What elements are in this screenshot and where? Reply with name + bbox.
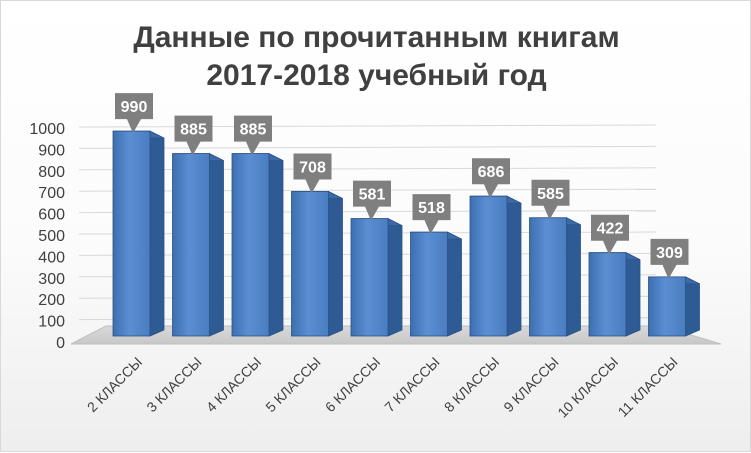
bar bbox=[588, 252, 641, 337]
bar-front bbox=[112, 130, 151, 337]
data-label-callout bbox=[591, 214, 629, 255]
gridline bbox=[78, 145, 657, 149]
data-label-callout bbox=[531, 179, 570, 220]
data-label-text: 422 bbox=[597, 221, 624, 238]
bar-front bbox=[648, 276, 686, 337]
y-tick-label: 400 bbox=[38, 249, 65, 266]
data-label: 708 bbox=[293, 153, 332, 194]
bar-front bbox=[291, 191, 329, 337]
data-label-text: 309 bbox=[656, 245, 683, 262]
y-tick-label: 700 bbox=[38, 185, 65, 202]
bar-front bbox=[410, 231, 448, 337]
x-category-label: 2 КЛАССЫ bbox=[84, 354, 145, 415]
bar-front bbox=[588, 252, 627, 337]
data-label-text: 708 bbox=[299, 159, 326, 176]
bar-side bbox=[387, 218, 403, 337]
data-label: 885 bbox=[234, 115, 272, 156]
data-label: 518 bbox=[412, 194, 451, 235]
y-tick-label: 0 bbox=[56, 335, 65, 352]
y-tick-label: 100 bbox=[38, 314, 65, 331]
data-label-callout bbox=[293, 153, 332, 194]
data-label-text: 885 bbox=[180, 122, 207, 139]
x-category-label: 9 КЛАССЫ bbox=[500, 354, 561, 415]
gridline bbox=[78, 124, 657, 128]
bar bbox=[291, 190, 343, 337]
data-label-text: 885 bbox=[240, 122, 267, 139]
x-category-label: 4 КЛАССЫ bbox=[203, 354, 264, 415]
data-label-text: 990 bbox=[121, 99, 148, 116]
bar-side bbox=[209, 152, 224, 337]
data-label: 686 bbox=[472, 158, 510, 199]
y-tick-label: 500 bbox=[38, 228, 65, 245]
data-label-callout bbox=[472, 158, 510, 199]
data-label-callout bbox=[234, 115, 272, 156]
y-tick-label: 300 bbox=[38, 271, 65, 288]
data-label: 422 bbox=[591, 214, 629, 255]
bar-side bbox=[328, 190, 343, 337]
chart-title-line-2: 2017-2018 учебный год bbox=[206, 59, 547, 92]
x-category-label: 7 КЛАССЫ bbox=[381, 354, 442, 415]
x-category-label: 8 КЛАССЫ bbox=[441, 354, 502, 415]
bar-side bbox=[625, 252, 641, 337]
data-label: 309 bbox=[650, 238, 689, 279]
chart-title: Данные по прочитанным книгам 2017-2018 у… bbox=[1, 19, 751, 95]
data-label: 885 bbox=[174, 115, 213, 156]
data-label-text: 585 bbox=[537, 186, 564, 203]
y-tick-label: 200 bbox=[38, 292, 65, 309]
data-label-text: 581 bbox=[359, 187, 386, 204]
data-labels: 990 885 885 708 581 518 686 585 422 309 bbox=[115, 93, 689, 279]
data-label: 585 bbox=[531, 179, 570, 220]
data-label-callout bbox=[353, 180, 391, 221]
y-tick-label: 1000 bbox=[29, 121, 65, 138]
bar-front bbox=[350, 218, 389, 337]
bar bbox=[112, 130, 165, 337]
bar-front bbox=[469, 195, 508, 337]
bar-side bbox=[149, 130, 165, 337]
x-category-label: 10 КЛАССЫ bbox=[554, 354, 621, 421]
data-label-callout bbox=[650, 238, 689, 279]
data-label-callout bbox=[115, 93, 153, 134]
bar bbox=[410, 231, 462, 337]
y-tick-label: 900 bbox=[38, 142, 65, 159]
gridline bbox=[78, 167, 657, 171]
bar bbox=[529, 217, 581, 337]
bar-front bbox=[231, 153, 270, 337]
bar-side bbox=[447, 231, 462, 337]
bar-side bbox=[268, 152, 284, 337]
bar bbox=[231, 152, 284, 337]
bar-side bbox=[506, 195, 522, 337]
x-category-label: 11 КЛАССЫ bbox=[615, 354, 681, 420]
x-category-label: 5 КЛАССЫ bbox=[262, 354, 323, 415]
bar bbox=[350, 218, 403, 337]
bar-side bbox=[566, 217, 581, 337]
chart-title-line-1: Данные по прочитанным книгам bbox=[133, 21, 620, 54]
bar bbox=[648, 276, 700, 337]
bar-front bbox=[529, 217, 567, 337]
data-label: 581 bbox=[353, 180, 391, 221]
bar-front bbox=[172, 153, 210, 337]
data-label-text: 518 bbox=[418, 200, 445, 217]
bars bbox=[112, 130, 700, 337]
data-label-callout bbox=[174, 115, 213, 156]
bar-side bbox=[685, 276, 700, 337]
bar bbox=[172, 152, 224, 337]
y-tick-label: 800 bbox=[38, 164, 65, 181]
y-axis-ticks: 0 100 200 300 400 500 600 700 800 900 1000 bbox=[29, 121, 65, 352]
x-category-label: 3 КЛАССЫ bbox=[143, 354, 204, 415]
bar bbox=[469, 195, 522, 337]
x-category-label: 6 КЛАССЫ bbox=[322, 354, 383, 415]
y-tick-label: 600 bbox=[38, 207, 65, 224]
data-label-callout bbox=[412, 194, 451, 235]
data-label-text: 686 bbox=[478, 164, 505, 181]
data-label: 990 bbox=[115, 93, 153, 134]
